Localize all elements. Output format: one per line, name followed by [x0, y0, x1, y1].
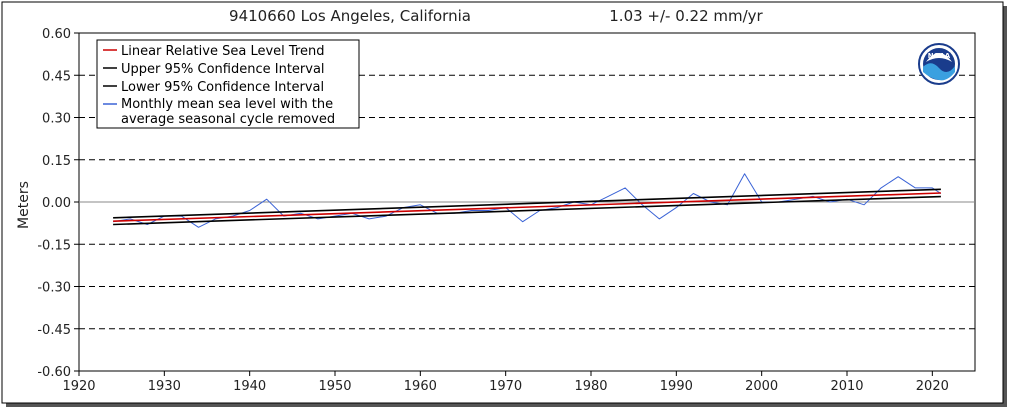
y-tick-label: -0.15 [37, 238, 71, 253]
y-tick-label: 0.60 [42, 27, 71, 42]
y-tick-label: 0.00 [42, 196, 71, 211]
legend-label-monthly-line1: Monthly mean sea level with the [121, 97, 333, 112]
x-tick-label: 1970 [489, 379, 522, 394]
legend-label-monthly: Monthly mean sea level with the average … [121, 97, 337, 127]
x-tick-label: 1990 [660, 379, 693, 394]
y-tick-label: 0.45 [42, 69, 71, 84]
series-line-confidence-lower [113, 195, 941, 226]
legend: Linear Relative Sea Level Trend Upper 95… [96, 39, 360, 129]
x-tick-label: 1980 [574, 379, 607, 394]
x-tick-label: 1920 [62, 379, 95, 394]
y-tick-label: 0.15 [42, 154, 71, 169]
series-line-trend [113, 192, 941, 222]
x-axis-ticks: 1920 1930 1940 1950 1960 1970 1980 1990 2000 2010… [62, 371, 949, 394]
x-tick-label: 2020 [916, 379, 949, 394]
x-tick-label: 1930 [148, 379, 181, 394]
x-tick-label: 2000 [745, 379, 778, 394]
x-tick-label: 1940 [233, 379, 266, 394]
noaa-logo-text: NOAA [928, 52, 951, 60]
legend-box [96, 39, 360, 129]
noaa-logo-bird-icon [926, 53, 952, 62]
y-tick-label: -0.60 [37, 365, 71, 380]
legend-label-monthly-line2: average seasonal cycle removed [121, 112, 335, 127]
legend-label-upper: Upper 95% Confidence Interval [121, 62, 325, 77]
x-tick-label: 2010 [830, 379, 863, 394]
y-axis-label: Meters [16, 181, 32, 229]
x-tick-label: 1960 [404, 379, 437, 394]
y-axis-ticks: 0.60 0.45 0.30 0.15 0.00 -0.15 -0.30 -0.45 -0.60 [37, 27, 79, 380]
legend-label-lower: Lower 95% Confidence Interval [121, 80, 324, 95]
gridlines [79, 74, 975, 330]
series-line-confidence-upper [113, 188, 941, 219]
noaa-logo: NOAA [918, 43, 960, 85]
y-tick-label: 0.30 [42, 112, 71, 127]
y-tick-label: -0.45 [37, 323, 71, 338]
noaa-logo-wave [923, 63, 955, 81]
x-tick-label: 1950 [318, 379, 351, 394]
station-title: 9410660 Los Angeles, California [229, 7, 471, 25]
series-layer [113, 173, 942, 228]
y-tick-label: -0.30 [37, 281, 71, 296]
trend-rate: 1.03 +/- 0.22 mm/yr [609, 7, 763, 25]
legend-label-trend: Linear Relative Sea Level Trend [121, 44, 324, 59]
